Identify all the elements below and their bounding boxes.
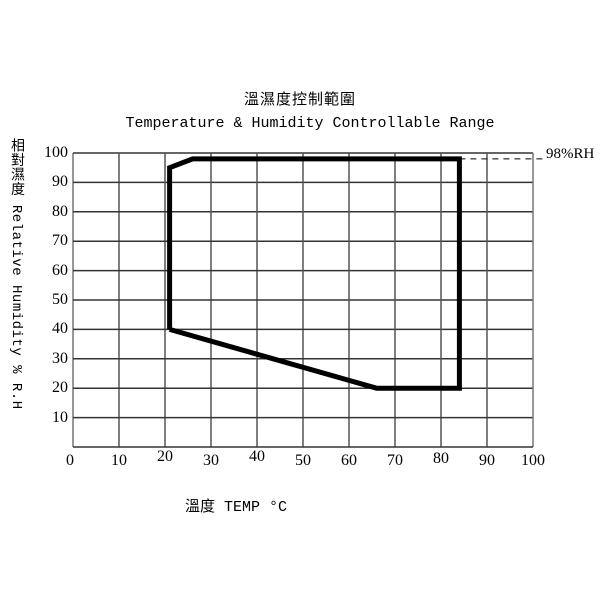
x-tick-label: 30 — [203, 452, 219, 469]
y-tick-label: 20 — [52, 379, 68, 397]
chart-title-chinese: 溫濕度控制範圍 — [243, 90, 356, 108]
x-tick-label: 100 — [521, 452, 545, 469]
y-tick-label: 90 — [52, 173, 68, 191]
x-tick-label: 60 — [341, 452, 357, 469]
x-tick-label: 0 — [66, 452, 74, 469]
y-tick-label: 60 — [52, 261, 68, 279]
x-tick-label: 40 — [249, 448, 265, 465]
y-tick-label: 40 — [52, 320, 68, 338]
y-tick-label: 70 — [52, 232, 68, 250]
y-tick-label: 30 — [52, 349, 68, 367]
y-tick-label: 50 — [52, 291, 68, 308]
x-axis-label: 溫度 TEMP °C — [185, 499, 288, 516]
y-tick-label: 80 — [52, 202, 68, 220]
x-tick-label: 80 — [433, 450, 449, 467]
y-tick-label: 10 — [52, 408, 68, 426]
x-tick-label: 50 — [295, 452, 311, 469]
grid-lines — [72, 152, 534, 448]
x-tick-label: 20 — [157, 448, 173, 465]
controllable-range-polygon — [167, 156, 462, 391]
y-tick-label: 100 — [44, 144, 68, 161]
y-axis-label: 相對濕度 Relative Humidity % R.H — [8, 138, 24, 410]
chart-title-english: Temperature & Humidity Controllable Rang… — [125, 115, 495, 132]
x-tick-label: 10 — [111, 452, 127, 469]
x-tick-label: 90 — [479, 452, 495, 469]
x-tick-label: 70 — [387, 452, 403, 469]
rh-98-annotation: 98%RH — [546, 146, 595, 162]
